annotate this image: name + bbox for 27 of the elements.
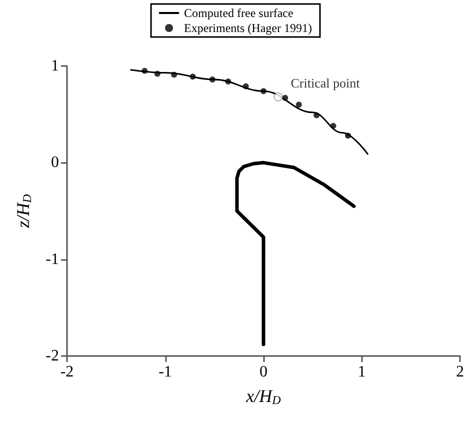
x-tick-label: 1 <box>358 364 366 380</box>
y-axis-title: z/HD <box>13 194 34 229</box>
x-tick-label: 2 <box>456 364 464 380</box>
point <box>260 88 266 94</box>
point <box>282 94 288 101</box>
annotation: Critical point <box>290 75 360 90</box>
line-series <box>130 69 368 155</box>
y-tick-label: -2 <box>46 348 59 364</box>
legend-label: Experiments (Hager 1991) <box>184 21 312 35</box>
point <box>225 78 232 84</box>
point <box>154 70 160 77</box>
point <box>296 102 302 108</box>
y-tick-label: 0 <box>51 154 59 172</box>
point <box>209 76 216 83</box>
x-tick-label: 0 <box>260 364 268 380</box>
legend-label: Computed free surface <box>184 6 294 20</box>
x-tick-label: -1 <box>158 364 172 380</box>
point <box>330 122 336 129</box>
point <box>314 112 320 118</box>
y-tick-label: -1 <box>46 250 59 268</box>
point <box>242 83 249 90</box>
point <box>345 132 351 139</box>
line-series <box>235 160 356 346</box>
point <box>142 68 148 74</box>
point <box>171 72 178 78</box>
y-tick-label: 1 <box>51 58 59 74</box>
point <box>190 74 196 80</box>
